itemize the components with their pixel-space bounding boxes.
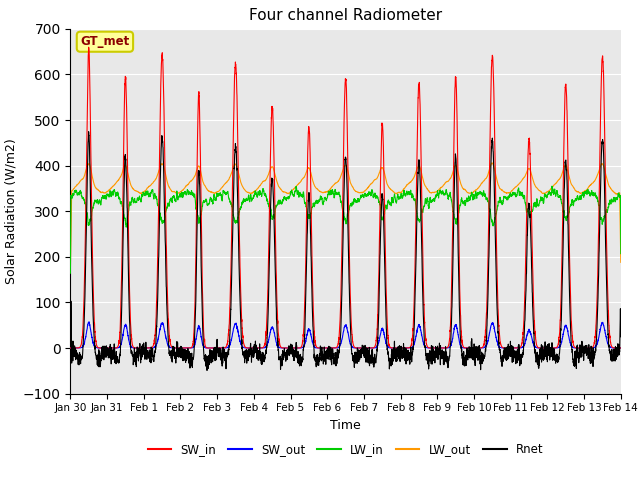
Y-axis label: Solar Radiation (W/m2): Solar Radiation (W/m2) xyxy=(4,138,17,284)
Legend: SW_in, SW_out, LW_in, LW_out, Rnet: SW_in, SW_out, LW_in, LW_out, Rnet xyxy=(143,438,548,461)
Title: Four channel Radiometer: Four channel Radiometer xyxy=(249,9,442,24)
Text: GT_met: GT_met xyxy=(80,35,129,48)
X-axis label: Time: Time xyxy=(330,419,361,432)
